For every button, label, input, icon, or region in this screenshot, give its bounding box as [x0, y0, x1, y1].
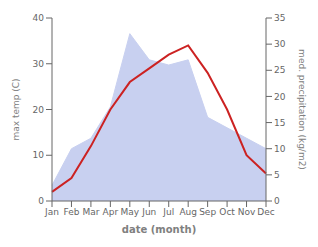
svg-text:date (month): date (month): [122, 224, 196, 235]
svg-text:Jan: Jan: [44, 207, 59, 217]
svg-text:Apr: Apr: [103, 207, 119, 217]
svg-text:5: 5: [274, 170, 280, 180]
svg-text:20: 20: [33, 105, 45, 115]
svg-text:15: 15: [274, 118, 285, 128]
svg-text:25: 25: [274, 65, 285, 75]
svg-text:Nov: Nov: [238, 207, 256, 217]
svg-text:30: 30: [274, 39, 286, 49]
svg-text:Dec: Dec: [257, 207, 274, 217]
svg-text:May: May: [121, 207, 140, 217]
svg-text:Jul: Jul: [162, 207, 174, 217]
svg-text:0: 0: [38, 196, 44, 206]
svg-text:Feb: Feb: [63, 207, 79, 217]
svg-text:10: 10: [33, 150, 45, 160]
svg-text:30: 30: [33, 59, 45, 69]
svg-text:Sep: Sep: [199, 207, 216, 217]
svg-text:Aug: Aug: [179, 207, 197, 217]
svg-text:10: 10: [274, 144, 286, 154]
svg-text:Jun: Jun: [141, 207, 156, 217]
svg-text:med. precipitation (kg/m2): med. precipitation (kg/m2): [297, 49, 307, 170]
svg-text:35: 35: [274, 13, 285, 23]
svg-text:max temp (C): max temp (C): [11, 78, 21, 140]
svg-text:Oct: Oct: [219, 207, 235, 217]
svg-text:40: 40: [33, 13, 45, 23]
svg-text:0: 0: [274, 196, 280, 206]
svg-text:Mar: Mar: [82, 207, 99, 217]
svg-text:20: 20: [274, 92, 286, 102]
